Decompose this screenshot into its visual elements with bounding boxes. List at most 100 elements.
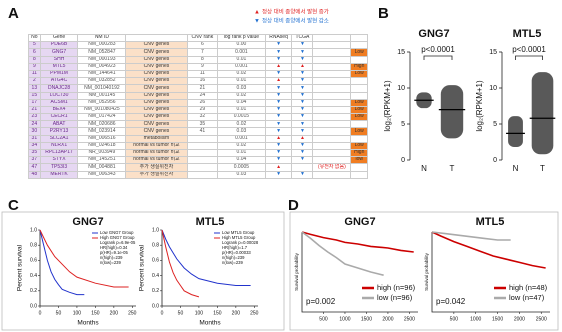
table-cell: 35 [28,148,41,158]
y-tick-label: 0.8 [152,243,159,249]
table-cell: 13 [28,84,41,93]
x-tick-label: 1000 [470,316,481,322]
table-cell: ▼ [264,141,293,151]
x-tick-label: 0 [39,310,42,316]
table-cell [186,170,219,179]
y-axis-label: Survival probability [424,252,429,291]
x-tick-label: T [540,164,545,173]
significance-bracket [515,55,543,60]
y-axis-label: Percent survival [17,244,24,291]
table-cell: STYX [39,156,79,165]
table-cell: 7 [186,48,219,57]
table-cell: NM_000193 [77,55,127,64]
panel-label: B [378,5,389,22]
chart-title: MTL5 [476,216,505,228]
header-cell: log rank p value [217,33,266,43]
table-cell: ▼ [291,141,314,151]
table-cell [312,120,352,129]
x-tick-label: 200 [232,310,241,316]
p-value-annotation: p=0.002 [306,297,336,306]
table-cell: 0.02 [217,91,266,100]
table-cell: 0.03 [217,127,266,136]
table-cell: ▼ [291,170,314,179]
table-cell [186,163,219,172]
table-cell: normal vs tumor 비교 [125,156,188,165]
value-range [440,85,464,139]
table-cell: NM_001080425 [77,105,127,115]
table-cell: Low [350,141,368,151]
table-cell: NM_144641 [77,69,127,79]
y-axis-label: Survival probability [294,252,299,291]
table-cell [312,113,352,122]
survival-curve [301,231,384,276]
table-cell: NM_145251 [77,156,127,165]
legend-annotation: Logrank p=6.9e-05 [100,240,136,245]
table-cell: ▼ [264,41,293,50]
table-cell: Low [350,48,368,57]
legend-annotation: HR(high)=0.34 [100,245,128,250]
table-cell: 8 [28,55,41,64]
chart-title: MTL5 [196,216,225,228]
table-cell [350,134,368,143]
legend-symbol: ▲ [254,10,260,16]
axes [431,232,550,313]
y-axis-label: log₂(RPKM+1) [475,80,484,132]
table-cell: ▼ [264,127,293,136]
x-tick-label: 1500 [492,316,503,322]
table-cell [312,134,352,143]
value-range [508,116,523,148]
legend-annotation: p(HR)=9.1e-05 [100,250,128,255]
survival-curve [161,229,200,298]
panel-frame [289,211,559,331]
table-cell: NM_006516 [77,134,127,143]
x-tick-label: 2000 [382,316,393,322]
table-cell: ▼ [264,98,293,107]
table-cell: RPL13AP17 [39,148,79,158]
table-cell: CNV genes [125,98,188,107]
table-cell: 24 [186,91,219,100]
table-row: 24 ABAT NM_020686 CNV genes 35 0.02 ▼ ▼ [28,120,368,129]
table-cell [312,55,352,64]
x-tick-label: 2000 [514,316,525,322]
table-cell: 11 [28,69,41,79]
table-cell [312,48,352,57]
header-cell: Gene [39,33,79,43]
y-tick-label: 0.4 [30,273,37,279]
table-cell: SHH [39,55,79,64]
table-cell: ▼ [291,55,314,64]
table-cell [312,148,352,158]
table-cell [312,170,352,179]
table-cell: ▲ [264,163,293,172]
survival-curve [431,231,546,269]
table-cell: 11 [186,69,219,79]
table-cell: ATG4C [39,77,79,86]
table-row: 31 SLC2A1 NM_006516 metabolism 0.001 ▲ ▲ [28,134,368,143]
table-cell: ▼ [264,113,293,122]
table-row: 23 CECR1 NM_017424 CNV genes 32 0.0015 ▼ ▼ Low [28,113,368,122]
table-cell: ▲ [264,77,293,86]
table-cell [350,77,368,86]
value-range [531,72,554,155]
table-cell [312,91,352,100]
table-cell: ▼ [291,48,314,57]
table-cell: 17 [28,98,41,107]
y-tick-label: 0.8 [30,243,37,249]
table-cell: NM_052847 [77,48,127,57]
table-cell: 0.04 [217,98,266,107]
table-cell: ▼ [264,69,293,79]
y-tick-label: 5 [493,121,497,128]
table-cell: ▲ [291,62,314,71]
table-cell: LOC730 [39,91,79,100]
x-tick-label: 150 [213,310,222,316]
significance-label: p<0.0001 [512,45,546,54]
legend-annotation: HR(high)=1.7 [222,245,248,250]
table-cell: ▲ [264,62,293,71]
table-row: 11 PPM1M NM_144641 CNV genes 11 0.02 ▼ ▼ Low [28,69,368,79]
table-row: 9 MTL5 NM_004923 CNV genes 9 0.001 ▲ ▲ High [28,62,368,71]
table-cell: CNV genes [125,113,188,122]
chart-title: GNG7 [344,216,375,228]
table-cell: PDE6B [39,41,79,50]
legend-label: high (n=48) [509,283,548,292]
table-row: 34 NLRX1 NM_024618 normal vs tumor 비교 0.02 ▼ ▼… [28,141,368,151]
legend-label: Low MTL5 Group [222,230,255,235]
